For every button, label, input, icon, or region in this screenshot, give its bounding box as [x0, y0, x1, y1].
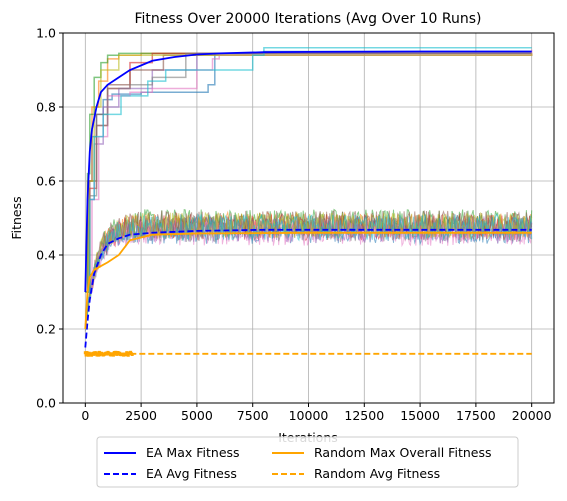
- random-avg-marker: [86, 353, 90, 357]
- legend-label-ea-max: EA Max Fitness: [146, 445, 240, 460]
- x-tick-label: 12500: [344, 408, 384, 423]
- y-tick-label: 0.2: [36, 322, 56, 337]
- x-tick-label: 0: [81, 408, 89, 423]
- max-run-trace: [85, 52, 532, 293]
- random-avg-marker: [126, 353, 130, 357]
- chart-title: Fitness Over 20000 Iterations (Avg Over …: [134, 11, 481, 27]
- x-tick-label: 17500: [456, 408, 496, 423]
- max-run-trace: [85, 47, 532, 293]
- random-avg-marker: [97, 350, 101, 354]
- axes-ticks: 0 2500 5000 7500 10000 12500 15000 17500 20000 0.…: [36, 26, 552, 424]
- random-avg-marker: [124, 353, 128, 357]
- random-avg-marker: [114, 350, 118, 354]
- x-tick-label: 5000: [181, 408, 213, 423]
- x-tick-label: 20000: [512, 408, 552, 423]
- run-traces: [83, 47, 533, 357]
- y-tick-label: 0.6: [36, 174, 56, 189]
- random-avg-marker: [84, 353, 88, 357]
- x-tick-label: 2500: [125, 408, 157, 423]
- y-tick-label: 0.4: [36, 248, 56, 263]
- random-avg-marker: [94, 351, 98, 355]
- random-avg-marker: [111, 353, 115, 357]
- legend-label-random-max: Random Max Overall Fitness: [314, 445, 491, 460]
- ea-avg-fitness-line: [84, 228, 532, 348]
- y-tick-label: 0.8: [36, 100, 56, 115]
- max-run-trace: [85, 49, 533, 293]
- random-avg-marker: [83, 351, 87, 355]
- y-tick-label: 0.0: [36, 396, 56, 411]
- legend: EA Max Fitness EA Avg Fitness Random Max…: [96, 436, 519, 488]
- x-tick-label: 15000: [400, 408, 440, 423]
- legend-box: [96, 436, 519, 488]
- random-avg-marker: [92, 352, 96, 356]
- x-tick-label: 10000: [289, 408, 329, 423]
- series-lines: [84, 50, 532, 355]
- random-avg-marker: [125, 351, 129, 355]
- random-avg-marker: [97, 353, 101, 357]
- x-tick-label: 7500: [237, 408, 269, 423]
- random-avg-marker: [98, 353, 102, 357]
- avg-run-trace: [84, 213, 533, 329]
- legend-label-ea-avg: EA Avg Fitness: [146, 466, 237, 481]
- ea-max-fitness-line: [84, 50, 532, 293]
- y-tick-label: 1.0: [36, 26, 56, 41]
- random-max-overall-fitness-line: [84, 231, 532, 330]
- y-axis-label: Fitness: [9, 196, 24, 239]
- legend-label-random-avg: Random Avg Fitness: [314, 466, 440, 481]
